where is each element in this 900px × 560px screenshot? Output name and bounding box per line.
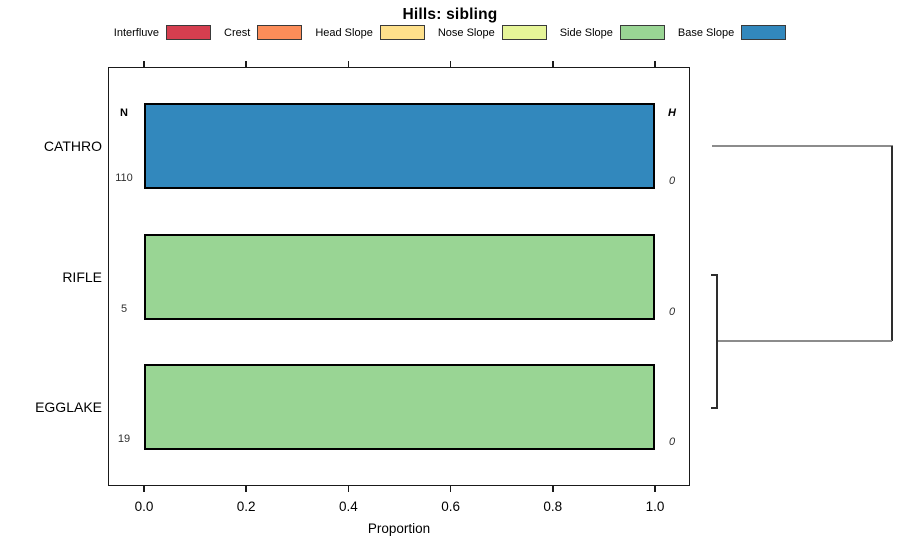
h-value-label: 0 <box>668 436 676 448</box>
x-tick-top <box>654 60 656 67</box>
x-tick <box>347 485 350 492</box>
y-axis-label-cathro: CATHRO <box>43 138 102 154</box>
legend-label: Nose Slope <box>437 26 495 39</box>
x-tick-top <box>347 60 350 67</box>
bar-cathro <box>144 103 655 189</box>
legend-swatch <box>619 25 665 40</box>
legend-swatch <box>379 25 425 40</box>
bar-rifle <box>144 233 655 320</box>
dendrogram-segment <box>711 274 718 276</box>
legend: Interfluve Crest Head Slope Nose Slope Side … <box>0 25 900 40</box>
dendrogram-segment <box>712 145 893 147</box>
bar-segment-base-slope <box>146 105 653 187</box>
count-label: 19 <box>117 433 131 445</box>
x-tick-top <box>449 60 452 67</box>
x-tick <box>552 485 554 492</box>
dendrogram-segment <box>716 275 718 408</box>
n-column-header: N <box>120 107 128 119</box>
legend-swatch <box>166 25 212 40</box>
legend-swatch <box>257 25 303 40</box>
h-value-label: 0 <box>668 175 676 187</box>
legend-label: Base Slope <box>677 26 735 39</box>
legend-item-interfluve: Interfluve <box>113 25 212 40</box>
legend-item-side-slope: Side Slope <box>560 25 665 40</box>
y-axis-label-rifle: RIFLE <box>62 268 102 285</box>
bar-segment-side-slope <box>146 366 653 448</box>
legend-item-crest: Crest <box>224 25 303 40</box>
dendrogram-segment <box>718 340 892 342</box>
count-label: 5 <box>120 302 128 315</box>
x-tick <box>654 485 656 492</box>
h-value-label: 0 <box>668 305 676 318</box>
legend-item-head-slope: Head Slope <box>315 25 425 40</box>
dendrogram-segment <box>711 407 718 409</box>
x-tick-label: 0.2 <box>236 499 256 514</box>
legend-label: Interfluve <box>113 26 160 39</box>
chart-title: Hills: sibling <box>402 6 498 23</box>
count-label: 110 <box>115 172 133 184</box>
x-tick-top <box>143 60 145 67</box>
x-tick-top <box>245 60 247 67</box>
dendrogram-segment <box>891 146 893 341</box>
x-tick-label: 0.4 <box>339 499 358 514</box>
legend-label: Side Slope <box>559 26 613 39</box>
bar-segment-side-slope <box>146 235 653 318</box>
y-axis-label-egglake: EGGLAKE <box>35 399 102 415</box>
x-tick <box>449 485 452 492</box>
h-column-header: H <box>668 107 676 119</box>
x-tick <box>245 485 247 492</box>
x-tick-label: 0.0 <box>134 499 154 514</box>
legend-label: Crest <box>224 26 251 39</box>
x-tick-label: 0.8 <box>543 499 563 514</box>
x-axis-title: Proportion <box>367 521 431 536</box>
x-tick-top <box>552 60 554 67</box>
legend-swatch <box>501 25 547 40</box>
bar-egglake <box>144 364 655 450</box>
legend-item-nose-slope: Nose Slope <box>438 25 547 40</box>
legend-swatch <box>741 25 787 40</box>
x-tick-label: 1.0 <box>645 499 665 514</box>
x-tick-label: 0.6 <box>441 499 460 514</box>
legend-item-base-slope: Base Slope <box>677 25 787 40</box>
legend-label: Head Slope <box>315 26 373 39</box>
x-tick <box>143 485 145 492</box>
